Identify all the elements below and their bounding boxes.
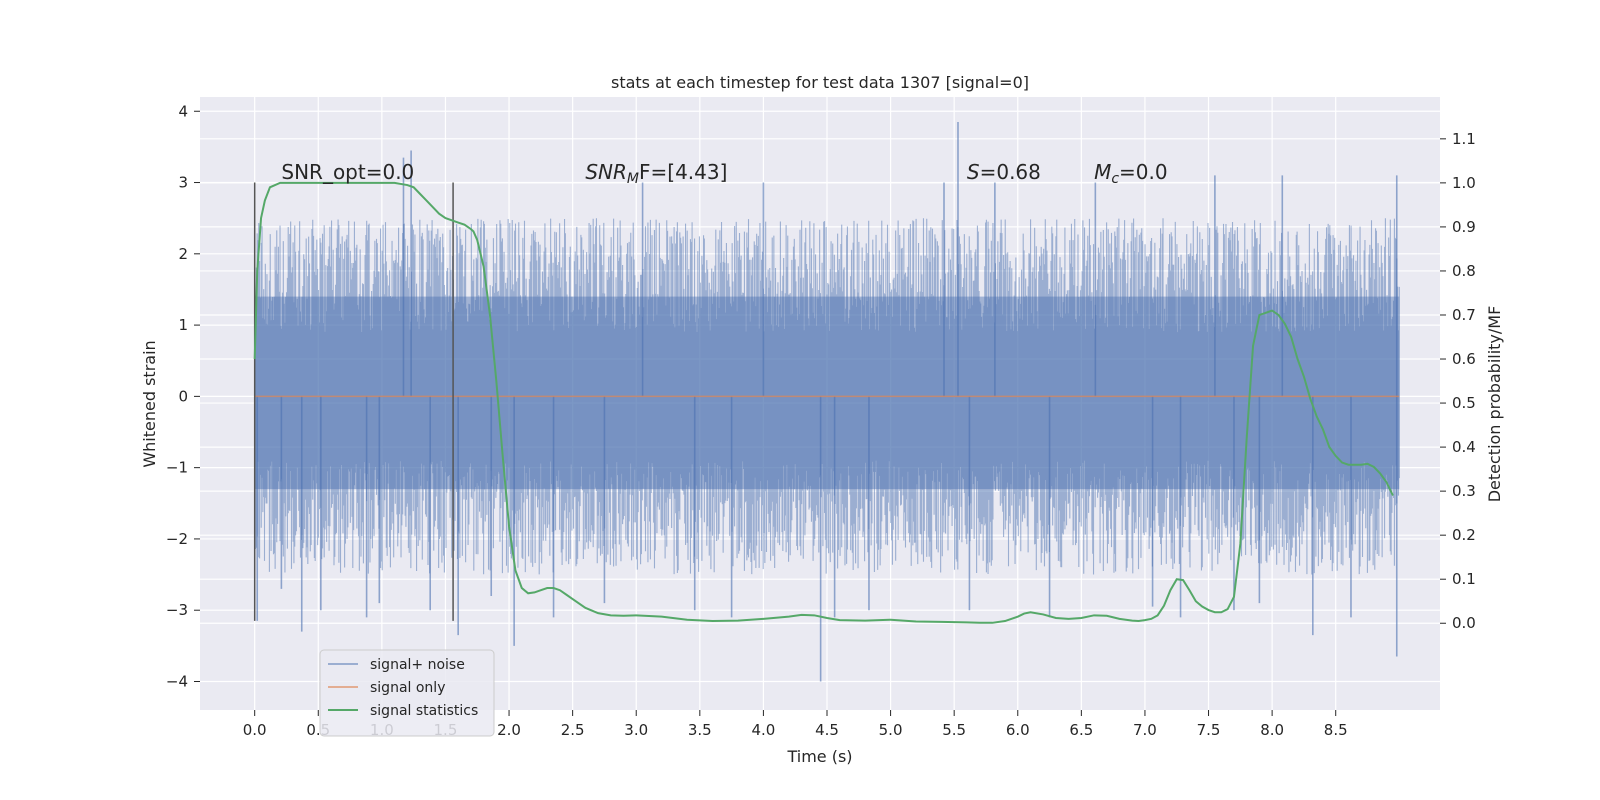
markers <box>253 182 454 621</box>
y2-ticks: 1.1 1.0 0.9 0.8 0.7 0.6 0.5 0.4 0.3 0.2 0.1 0.0 <box>1440 130 1476 632</box>
chart-title: stats at each timestep for test data 130… <box>611 73 1029 92</box>
x-tick-label: 7.0 <box>1133 721 1157 739</box>
x-axis-label: Time (s) <box>786 747 852 766</box>
x-tick-label: 2.5 <box>561 721 585 739</box>
legend-label-signal-noise: signal+ noise <box>370 657 465 673</box>
annotation-main: S <box>967 160 980 184</box>
x-tick-label: 8.5 <box>1324 721 1348 739</box>
y-tick-label: −3 <box>166 601 188 619</box>
annotation-sub: c <box>1111 171 1119 187</box>
signal-statistics-series <box>253 181 1394 624</box>
legend-label-signal-statistics: signal statistics <box>370 703 478 719</box>
x-tick-label: 2.0 <box>497 721 521 739</box>
y-axis-label: Whitened strain <box>140 340 159 467</box>
noise-band <box>254 296 1400 490</box>
y2-tick-label: 0.1 <box>1452 570 1476 588</box>
y-tick-label: 0 <box>178 387 188 405</box>
annotation-3: Mc=0.0 <box>1094 160 1168 187</box>
y2-tick-label: 1.1 <box>1452 130 1476 148</box>
y-tick-label: −1 <box>166 459 188 477</box>
y2-tick-label: 0.9 <box>1452 218 1476 236</box>
annotation-main: M <box>1094 160 1111 184</box>
x-tick-label: 8.0 <box>1260 721 1284 739</box>
legend-label-signal-only: signal only <box>370 680 445 696</box>
y2-tick-label: 0.0 <box>1452 614 1476 632</box>
x-ticks: 0.00.51.01.52.02.53.03.54.04.55.05.56.06… <box>243 710 1348 739</box>
y-ticks: 4 3 2 1 0 −1 −2 −3 −4 <box>166 102 200 690</box>
signal-noise-series <box>254 121 1400 682</box>
y-tick-label: 1 <box>178 316 188 334</box>
annotation-sub: M <box>627 171 639 187</box>
x-tick-label: 3.0 <box>624 721 648 739</box>
annotation-2: S=0.68 <box>967 160 1041 184</box>
y2-tick-label: 0.7 <box>1452 306 1476 324</box>
annotation-main: SNR <box>585 160 627 184</box>
y2-tick-label: 1.0 <box>1452 174 1476 192</box>
x-tick-label: 7.5 <box>1197 721 1221 739</box>
annotations: SNR_opt=0.0 SNRMF=[4.43] S=0.68 Mc=0.0 <box>281 160 1167 187</box>
y2-tick-label: 0.3 <box>1452 482 1476 500</box>
y2-axis-label: Detection probability/MF <box>1485 306 1504 503</box>
legend-box <box>319 649 495 737</box>
legend: signal+ noise signal only signal statist… <box>319 649 495 737</box>
annotation-1: SNRMF=[4.43] <box>585 160 727 187</box>
signal-statistics-line <box>253 181 1394 624</box>
annotation-rest: F=[4.43] <box>639 160 727 184</box>
x-tick-label: 6.5 <box>1069 721 1093 739</box>
y-tick-label: 4 <box>178 102 188 120</box>
y-tick-label: 2 <box>178 245 188 263</box>
x-tick-label: 3.5 <box>688 721 712 739</box>
x-tick-label: 0.0 <box>243 721 267 739</box>
y2-tick-label: 0.4 <box>1452 438 1476 456</box>
y-tick-label: 3 <box>178 174 188 192</box>
x-tick-label: 4.5 <box>815 721 839 739</box>
y2-tick-label: 0.6 <box>1452 350 1476 368</box>
x-tick-label: 4.0 <box>751 721 775 739</box>
y-tick-label: −2 <box>166 530 188 548</box>
annotation-rest: =0.0 <box>1119 160 1168 184</box>
y-tick-label: −4 <box>166 672 188 690</box>
x-tick-label: 5.5 <box>942 721 966 739</box>
annotation-0: SNR_opt=0.0 <box>281 160 414 184</box>
x-tick-label: 5.0 <box>879 721 903 739</box>
y2-tick-label: 0.5 <box>1452 394 1476 412</box>
y2-tick-label: 0.2 <box>1452 526 1476 544</box>
y2-tick-label: 0.8 <box>1452 262 1476 280</box>
x-tick-label: 6.0 <box>1006 721 1030 739</box>
annotation-rest: =0.68 <box>980 160 1041 184</box>
